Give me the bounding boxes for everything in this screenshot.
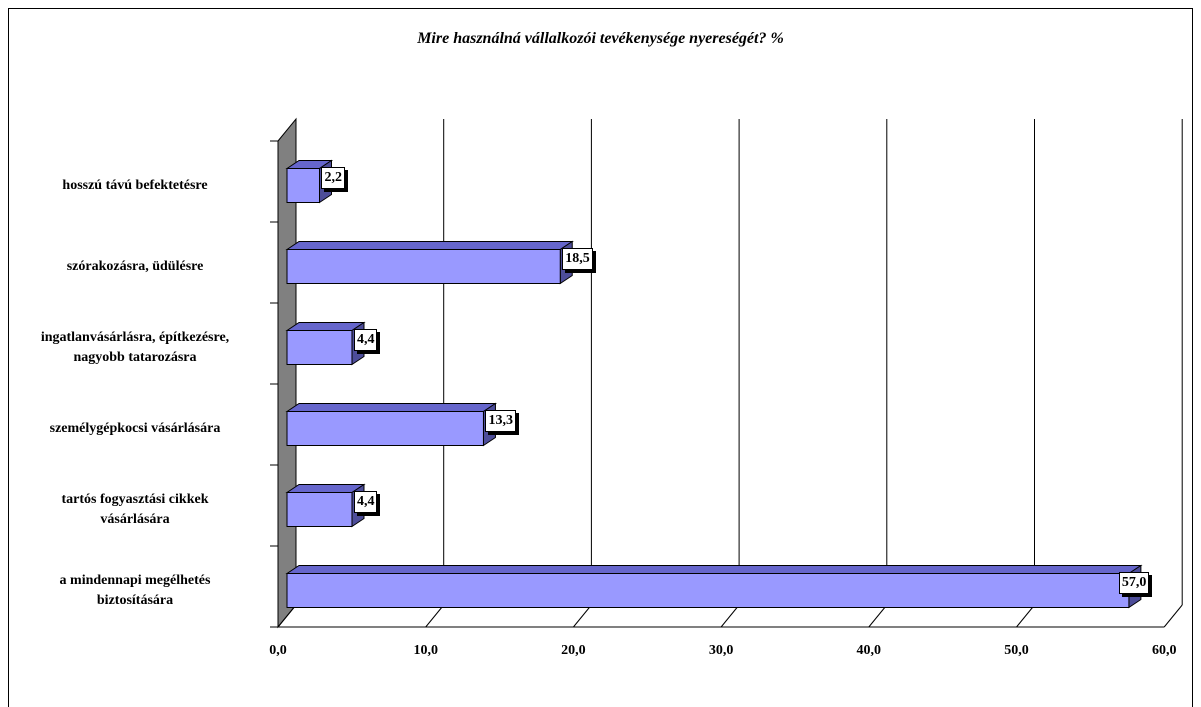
x-axis-depth-tick xyxy=(425,604,445,628)
bar-top xyxy=(285,322,366,331)
x-tick-label: 50,0 xyxy=(1004,643,1029,658)
value-label: 4,4 xyxy=(353,328,378,351)
category-label-line: szórakozásra, üdülésre xyxy=(66,258,204,274)
category-label: a mindennapi megélhetés biztosítására xyxy=(0,571,270,611)
chart-title: Mire használná vállalkozói tevékenysége … xyxy=(417,30,784,47)
x-tick-label: 10,0 xyxy=(413,643,438,658)
category-label-line: biztosítására xyxy=(96,592,174,608)
bar xyxy=(286,411,484,446)
category-label-line: a mindennapi megélhetés xyxy=(59,572,211,588)
x-axis-depth-tick xyxy=(720,604,740,628)
bar xyxy=(286,330,353,365)
bar xyxy=(286,168,320,203)
x-axis-depth-tick xyxy=(573,604,592,628)
bar xyxy=(286,573,1130,608)
value-label: 4,4 xyxy=(353,490,378,513)
category-label: ingatlanvásárlásra, építkezésre, nagyobb … xyxy=(0,328,270,368)
category-label-line: személygépkocsi vásárlására xyxy=(49,420,221,436)
bar xyxy=(286,492,353,527)
x-tick-label: 30,0 xyxy=(708,643,734,658)
x-tick-label: 40,0 xyxy=(856,643,882,658)
category-label: hosszú távú befektetésre xyxy=(0,176,270,196)
category-label-line: nagyobb tatarozásra xyxy=(73,349,197,365)
x-axis-depth-tick xyxy=(868,604,888,628)
bar xyxy=(286,249,561,284)
x-tick-label: 0,0 xyxy=(269,643,287,658)
bar-top xyxy=(285,241,574,250)
category-label: személygépkocsi vásárlására xyxy=(0,419,270,439)
value-label: 13,3 xyxy=(485,409,516,432)
x-tick-label: 20,0 xyxy=(561,643,586,658)
value-label: 18,5 xyxy=(562,247,593,270)
category-label: tartós fogyasztási cikkek vásárlására xyxy=(0,490,270,530)
category-label-line: hosszú távú befektetésre xyxy=(62,177,208,193)
bar-top xyxy=(285,403,498,412)
category-label-line: vásárlására xyxy=(100,511,170,527)
x-axis-depth-tick xyxy=(1163,604,1183,628)
x-axis-depth-tick xyxy=(1016,604,1035,628)
category-label-line: ingatlanvásárlásra, építkezésre, xyxy=(40,329,230,345)
bar-top xyxy=(285,565,1143,574)
x-axis-depth-tick xyxy=(277,604,297,628)
category-label: szórakozásra, üdülésre xyxy=(0,257,270,277)
value-label: 57,0 xyxy=(1118,571,1150,594)
value-label: 2,2 xyxy=(321,166,345,189)
bar-top xyxy=(285,484,366,493)
category-label-line: tartós fogyasztási cikkek xyxy=(61,491,209,507)
x-tick-label: 60,0 xyxy=(1151,643,1177,658)
